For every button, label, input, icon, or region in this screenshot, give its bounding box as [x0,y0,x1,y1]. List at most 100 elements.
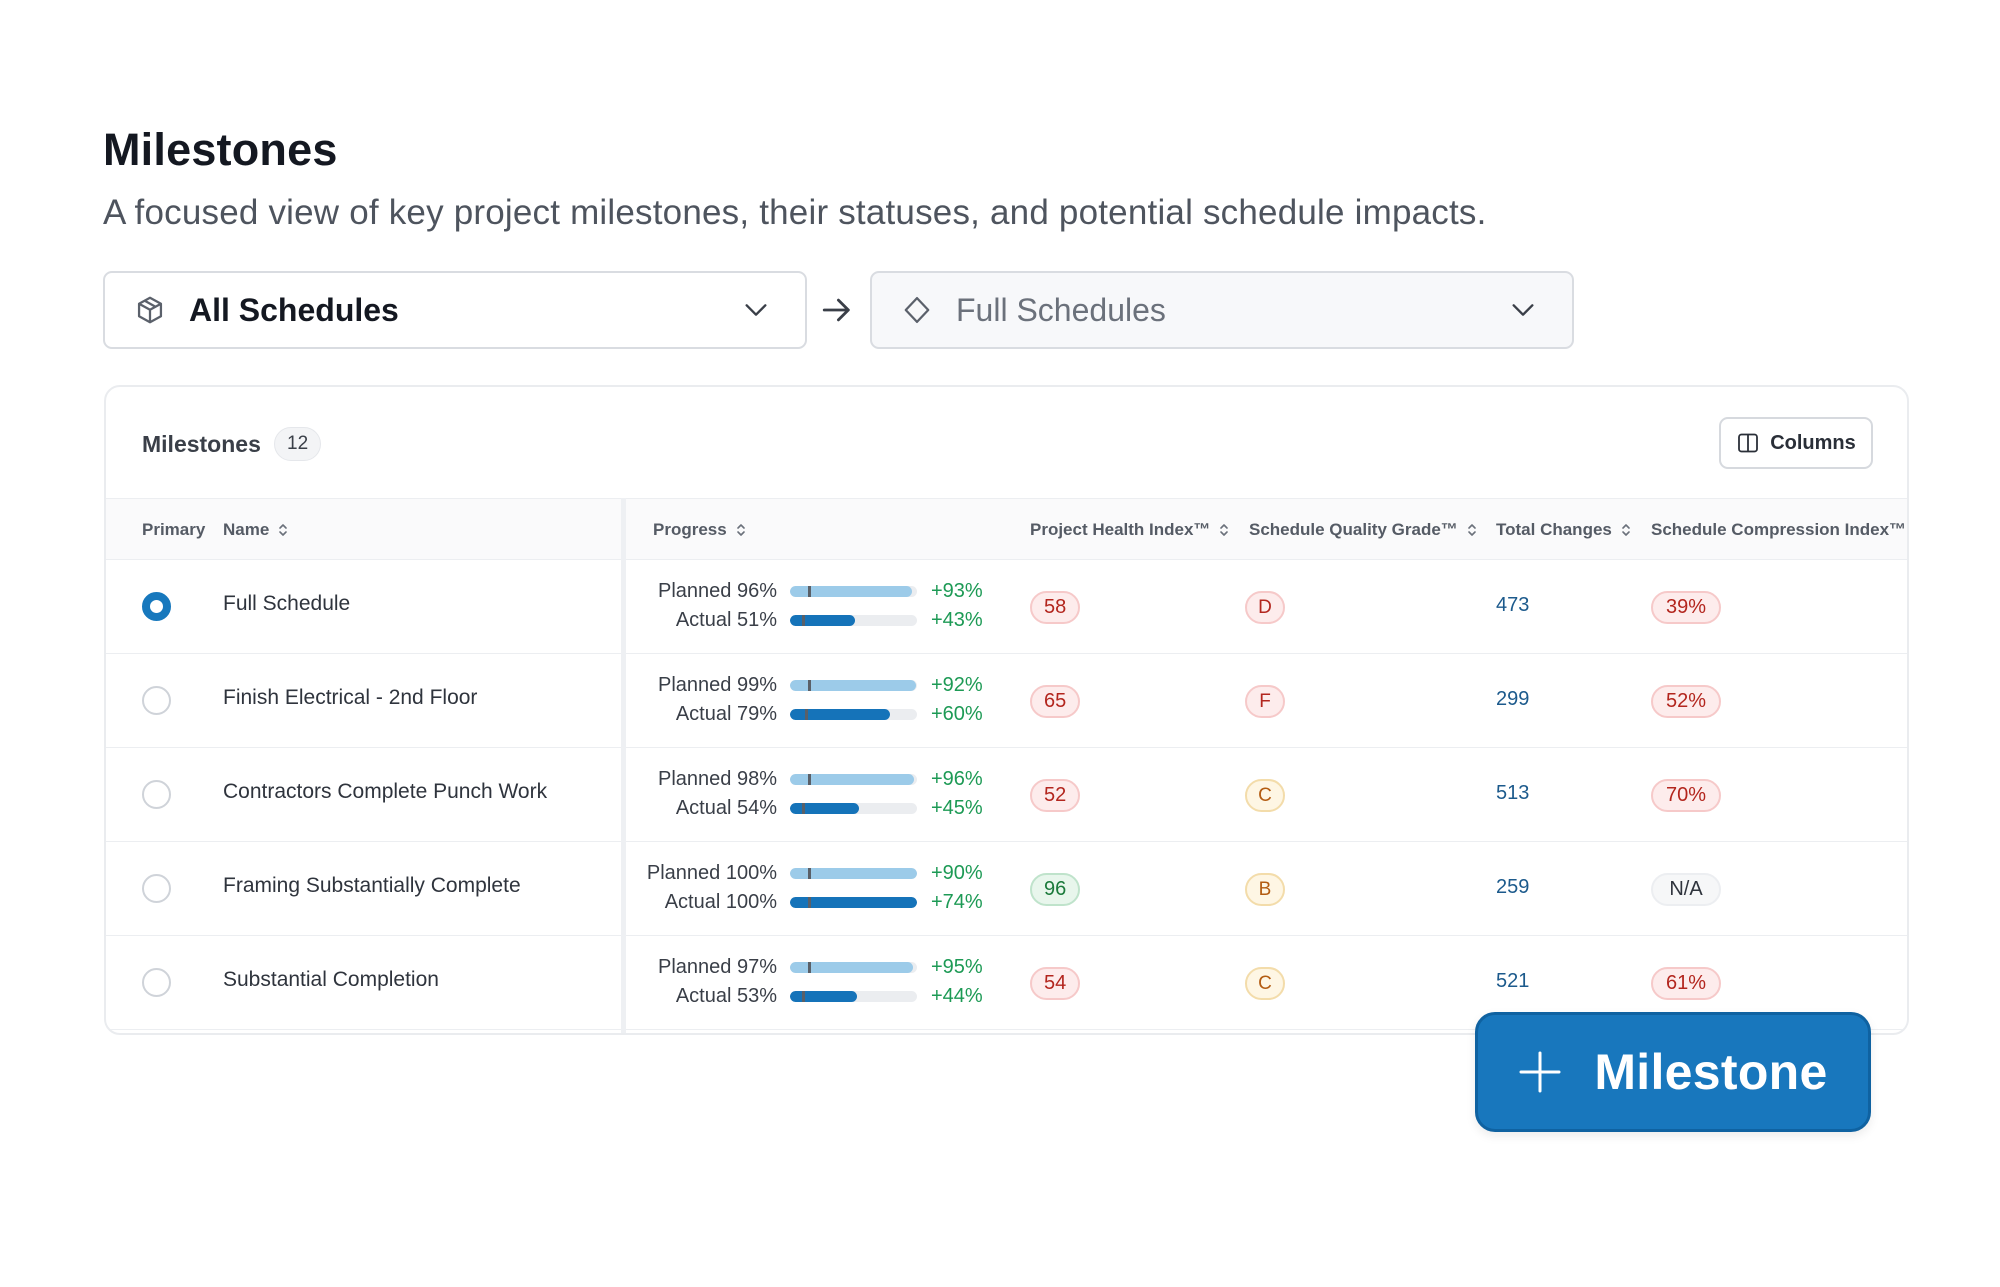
page-title: Milestones [103,124,338,175]
compression-index-badge: 61% [1651,967,1721,1000]
milestone-name[interactable]: Full Schedule [223,592,351,615]
header-primary: Primary [142,499,205,561]
planned-progress-bar [790,680,917,691]
actual-progress: Actual 53% +44% [653,983,1013,1009]
schedule-select-value: All Schedules [189,291,399,328]
add-milestone-button[interactable]: Milestone [1475,1012,1871,1132]
table-row[interactable]: Framing Substantially Complete Planned 10… [106,842,1907,936]
schedule-select[interactable]: All Schedules [103,271,807,349]
quality-grade-badge: C [1245,967,1285,1000]
quality-grade-badge: F [1245,685,1285,718]
health-index-badge: 96 [1030,873,1081,906]
planned-delta: +96% [931,768,983,790]
planned-label: Planned 96% [658,580,777,602]
table-row[interactable]: Substantial Completion Planned 97% +95% Act… [106,936,1907,1030]
actual-label: Actual 51% [675,609,777,631]
sort-icon [277,522,289,538]
header-changes-label: Total Changes [1496,520,1612,539]
actual-delta: +45% [931,797,983,819]
compression-index-badge: 70% [1651,779,1721,812]
header-primary-label: Primary [142,520,206,539]
columns-button-label: Columns [1770,431,1856,454]
planned-delta: +90% [931,862,983,884]
table-row[interactable]: Contractors Complete Punch Work Planned 9… [106,748,1907,842]
columns-button[interactable]: Columns [1719,417,1873,469]
arrow-right-icon [818,292,856,328]
planned-progress-bar [790,962,917,973]
actual-delta: +74% [931,891,983,913]
actual-progress: Actual 100% +74% [653,889,1013,915]
header-grade-label: Schedule Quality Grade™ [1249,520,1458,539]
header-progress[interactable]: Progress [653,499,747,561]
quality-grade-badge: C [1245,779,1285,812]
total-changes-link[interactable]: 521 [1496,970,1530,992]
milestone-name[interactable]: Contractors Complete Punch Work [223,780,548,803]
total-changes-link[interactable]: 513 [1496,782,1530,804]
schedule-type-select[interactable]: Full Schedules [870,271,1574,349]
page-subtitle: A focused view of key project milestones… [103,193,1487,232]
schedule-type-select-value: Full Schedules [956,291,1166,328]
header-health[interactable]: Project Health Index™ [1030,499,1230,561]
planned-progress: Planned 97% +95% [653,954,1013,980]
primary-radio[interactable] [142,686,171,715]
primary-radio[interactable] [142,592,171,621]
total-changes-link[interactable]: 473 [1496,594,1530,616]
planned-progress-bar [790,586,917,597]
planned-delta: +92% [931,674,983,696]
health-index-badge: 52 [1030,779,1081,812]
sort-icon [1466,522,1478,538]
header-name[interactable]: Name [223,499,289,561]
actual-label: Actual 54% [675,797,777,819]
compression-index-badge: 52% [1651,685,1721,718]
table-title: Milestones [142,431,261,457]
milestone-name[interactable]: Substantial Completion [223,968,439,991]
sort-icon [735,522,747,538]
header-health-label: Project Health Index™ [1030,520,1211,539]
header-compression-label: Schedule Compression Index™ [1651,520,1907,539]
header-changes[interactable]: Total Changes [1496,499,1632,561]
chevron-down-icon [741,295,771,325]
planned-progress: Planned 99% +92% [653,672,1013,698]
diamond-icon [900,293,934,327]
primary-radio[interactable] [142,780,171,809]
quality-grade-badge: B [1245,873,1285,906]
primary-radio[interactable] [142,968,171,997]
planned-delta: +93% [931,580,983,602]
actual-delta: +43% [931,609,983,631]
plus-icon [1518,1050,1562,1094]
add-milestone-label: Milestone [1594,1044,1828,1100]
actual-progress-bar [790,709,917,720]
actual-label: Actual 100% [664,891,777,913]
health-index-badge: 65 [1030,685,1081,718]
planned-label: Planned 97% [658,956,777,978]
header-progress-label: Progress [653,520,727,539]
total-changes-link[interactable]: 259 [1496,876,1530,898]
progress-cell: Planned 99% +92% Actual 79% +60% [653,672,1013,732]
quality-grade-badge: D [1245,591,1285,624]
progress-cell: Planned 97% +95% Actual 53% +44% [653,954,1013,1014]
table-row[interactable]: Finish Electrical - 2nd Floor Planned 99%… [106,654,1907,748]
compression-index-badge: N/A [1651,873,1721,906]
sort-icon [1620,522,1632,538]
total-changes-link[interactable]: 299 [1496,688,1530,710]
planned-label: Planned 99% [658,674,777,696]
actual-label: Actual 53% [675,985,777,1007]
actual-label: Actual 79% [675,703,777,725]
actual-progress-bar [790,803,917,814]
actual-delta: +44% [931,985,983,1007]
milestone-name[interactable]: Finish Electrical - 2nd Floor [223,686,478,709]
progress-cell: Planned 100% +90% Actual 100% +74% [647,860,1013,920]
package-icon [133,293,167,327]
actual-progress-bar [790,615,917,626]
planned-delta: +95% [931,956,983,978]
table-row[interactable]: Full Schedule Planned 96% +93% Actual 51% +4… [106,560,1907,654]
planned-progress: Planned 96% +93% [653,578,1013,604]
header-compression[interactable]: Schedule Compression Index™ [1651,499,1906,561]
health-index-badge: 58 [1030,591,1081,624]
primary-radio[interactable] [142,874,171,903]
planned-progress: Planned 100% +90% [647,860,1013,886]
progress-cell: Planned 98% +96% Actual 54% +45% [653,766,1013,826]
header-grade[interactable]: Schedule Quality Grade™ [1249,499,1478,561]
milestone-name[interactable]: Framing Substantially Complete [223,874,521,897]
header-name-label: Name [223,520,270,539]
